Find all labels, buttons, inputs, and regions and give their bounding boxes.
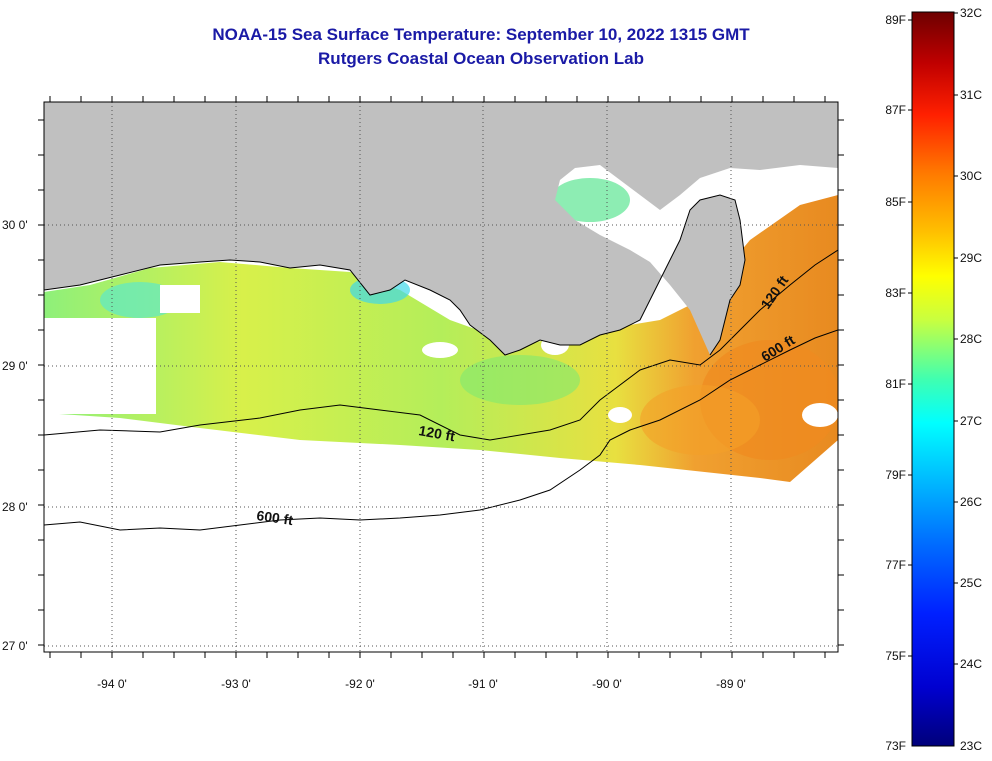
colorbar-f-label: 89F [885, 13, 906, 27]
colorbar-f-label: 83F [885, 286, 906, 300]
lon-label: -91 0' [468, 677, 498, 691]
sst-data-swath [44, 195, 838, 482]
lat-label: 28 0' [2, 500, 28, 514]
no-data-cloud [608, 407, 632, 423]
map-title: NOAA-15 Sea Surface Temperature: Septemb… [212, 25, 750, 44]
colorbar-gradient [911, 11, 955, 747]
lat-label: 30 0' [2, 218, 28, 232]
gridlines [44, 102, 838, 652]
isobath-120ft [44, 249, 838, 441]
colorbar-c-label: 26C [960, 495, 982, 509]
no-data-cloud [160, 285, 200, 313]
lon-label: -92 0' [345, 677, 375, 691]
contour-label-120ft: 120 ft [417, 422, 456, 444]
colorbar-c-label: 23C [960, 739, 982, 753]
no-data-cloud [422, 342, 458, 358]
colorbar-f-label: 77F [885, 558, 906, 572]
no-data-cloud [802, 403, 838, 427]
map-subtitle: Rutgers Coastal Ocean Observation Lab [318, 49, 644, 68]
lat-label: 29 0' [2, 359, 28, 373]
longitude-labels: -94 0' -93 0' -92 0' -91 0' -90 0' -89 0… [97, 677, 746, 691]
colorbar-c-label: 30C [960, 169, 982, 183]
lon-label: -93 0' [221, 677, 251, 691]
colorbar-c-label: 31C [960, 88, 982, 102]
latitude-labels: 30 0' 29 0' 28 0' 27 0' [2, 218, 28, 653]
colorbar-c-label: 25C [960, 576, 982, 590]
colorbar-c-label: 32C [960, 6, 982, 20]
colorbar: 89F 87F 85F 83F 81F 79F 77F 75F 73F 32C … [885, 6, 982, 753]
lon-label: -94 0' [97, 677, 127, 691]
colorbar-ticks [908, 12, 958, 665]
lon-label: -89 0' [716, 677, 746, 691]
colorbar-f-label: 73F [885, 739, 906, 753]
warm-patch [640, 385, 760, 455]
colorbar-c-label: 24C [960, 657, 982, 671]
colorbar-f-label: 85F [885, 195, 906, 209]
lat-label: 27 0' [2, 639, 28, 653]
colorbar-c-label: 27C [960, 414, 982, 428]
lon-label: -90 0' [592, 677, 622, 691]
colorbar-c-label: 28C [960, 332, 982, 346]
coastline [44, 194, 746, 356]
cool-patch [460, 355, 580, 405]
colorbar-f-label: 75F [885, 649, 906, 663]
colorbar-f-label: 81F [885, 377, 906, 391]
cool-patch [550, 178, 630, 222]
map-border [43, 101, 839, 653]
contour-label-600ft: 600 ft [256, 507, 295, 528]
land-mass [44, 102, 838, 355]
axis-ticks [38, 96, 844, 658]
colorbar-f-label: 79F [885, 468, 906, 482]
colorbar-c-label: 29C [960, 251, 982, 265]
colorbar-f-label: 87F [885, 103, 906, 117]
isobath-600ft [44, 329, 838, 531]
